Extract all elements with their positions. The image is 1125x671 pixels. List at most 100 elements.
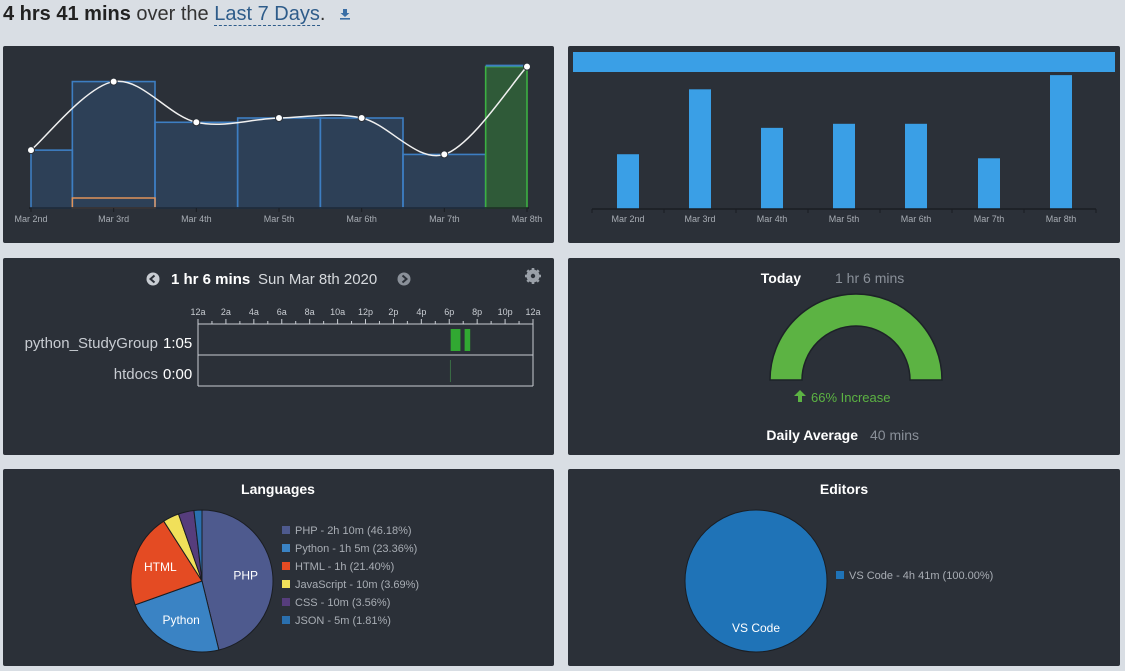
today-label: Today xyxy=(761,270,801,286)
legend-swatch xyxy=(282,562,290,570)
project-name[interactable]: python_StudyGroup xyxy=(25,335,158,352)
timeline-hour-label: 4p xyxy=(416,307,426,317)
bar-mar-2nd[interactable] xyxy=(617,154,639,209)
activity-point[interactable] xyxy=(27,146,35,155)
bar-mar-3rd[interactable] xyxy=(689,89,711,209)
download-icon[interactable] xyxy=(339,3,351,26)
legend-swatch xyxy=(282,526,290,534)
bar-chart-panel: Mar 2nd Mar 3rd Mar 4th Mar 5th Mar 6th Mar 7… xyxy=(568,46,1120,243)
pie-label: HTML xyxy=(144,560,177,574)
timeline-hour-label: 8p xyxy=(472,307,482,317)
change-text: 66% Increase xyxy=(811,390,891,405)
timeline-segment[interactable] xyxy=(464,329,471,351)
pie-slice-vs-code[interactable] xyxy=(684,509,828,653)
legend-item[interactable]: VS Code - 4h 41m (100.00%) xyxy=(849,570,993,582)
legend-item[interactable]: PHP - 2h 10m (46.18%) xyxy=(295,525,412,537)
languages-title: Languages xyxy=(241,481,315,497)
daily-timeline-panel: 1 hr 6 mins Sun Mar 8th 2020 12a 2a 4a 6a 8a… xyxy=(3,258,554,455)
timeline-hour-label: 2a xyxy=(221,307,231,317)
legend-swatch xyxy=(282,616,290,624)
timeline-hour-label: 10p xyxy=(498,307,513,317)
editors-panel: Editors VS Code VS Code - 4h 41m (100.00… xyxy=(568,469,1120,666)
editors-pie-chart[interactable]: Editors VS Code VS Code - 4h 41m (100.00… xyxy=(568,469,1120,666)
pie-slice-json[interactable] xyxy=(193,509,203,582)
date-range-selector[interactable]: Last 7 Days xyxy=(214,3,320,26)
legend-item[interactable]: HTML - 1h (21.40%) xyxy=(295,561,394,573)
languages-pie-chart[interactable]: Languages PHP Python HTML PHP - 2h 10m (46… xyxy=(3,469,554,666)
header-period: . xyxy=(319,3,326,25)
activity-tick-label: Mar 5th xyxy=(264,214,295,224)
activity-chart-panel: Mar 2nd Mar 3rd Mar 4th Mar 5th Mar 6th Mar 7… xyxy=(3,46,554,243)
pie-label: PHP xyxy=(233,569,258,583)
gauge-fill xyxy=(769,293,943,381)
project-time: 1:05 xyxy=(163,335,192,352)
daily-timeline: 1 hr 6 mins Sun Mar 8th 2020 12a 2a 4a 6a 8a… xyxy=(25,268,541,387)
timeline-hour-label: 8a xyxy=(305,307,315,317)
legend-item[interactable]: JSON - 5m (1.81%) xyxy=(295,615,391,627)
prev-day-button[interactable] xyxy=(146,272,160,286)
timeline-hour-label: 12p xyxy=(358,307,373,317)
header-text: over the xyxy=(136,3,209,25)
activity-point[interactable] xyxy=(109,77,118,86)
summary-header: 4 hrs 41 mins over the Last 7 Days. xyxy=(3,3,351,29)
timeline-hour-label: 6p xyxy=(444,307,454,317)
daily-average-value: 40 mins xyxy=(870,427,919,443)
bar-tick-label: Mar 3rd xyxy=(684,214,715,224)
bar-chart-header-bar xyxy=(573,52,1115,72)
today-panel: Today 1 hr 6 mins 66% Increase Daily Ave… xyxy=(568,258,1120,455)
activity-tick-label: Mar 7th xyxy=(429,214,460,224)
languages-panel: Languages PHP Python HTML PHP - 2h 10m (46… xyxy=(3,469,554,666)
legend-item[interactable]: Python - 1h 5m (23.36%) xyxy=(295,543,417,555)
activity-point[interactable] xyxy=(192,118,201,127)
bar-tick-label: Mar 4th xyxy=(757,214,788,224)
increase-indicator: 66% Increase xyxy=(794,390,891,405)
pie-slice-html[interactable] xyxy=(130,520,203,606)
timeline-hour-label: 10a xyxy=(330,307,345,317)
activity-point[interactable] xyxy=(275,114,283,122)
timeline-project-row: python_StudyGroup 1:05 xyxy=(25,329,471,352)
area-fill xyxy=(31,66,527,208)
activity-point[interactable] xyxy=(440,150,449,159)
activity-chart[interactable]: Mar 2nd Mar 3rd Mar 4th Mar 5th Mar 6th Mar 7… xyxy=(3,46,554,243)
bar-tick-label: Mar 8th xyxy=(1046,214,1077,224)
bar-mar-8th[interactable] xyxy=(1050,75,1072,209)
timeline-hour-label: 4a xyxy=(249,307,259,317)
activity-tick-label: Mar 4th xyxy=(181,214,212,224)
activity-tick-label: Mar 8th xyxy=(512,214,543,224)
bar-tick-label: Mar 6th xyxy=(901,214,932,224)
legend-swatch xyxy=(282,580,290,588)
project-time: 0:00 xyxy=(163,366,192,383)
timeline-segment[interactable] xyxy=(449,360,451,382)
activity-point[interactable] xyxy=(357,114,366,122)
pie-slice-python[interactable] xyxy=(134,580,220,653)
bar-mar-4th[interactable] xyxy=(761,127,783,209)
timeline-hour-label: 12a xyxy=(190,307,205,317)
activity-point[interactable] xyxy=(523,62,531,71)
bar-tick-label: Mar 7th xyxy=(974,214,1005,224)
activity-tick-label: Mar 3rd xyxy=(98,214,129,224)
day-date: Sun Mar 8th 2020 xyxy=(258,271,377,288)
bar-mar-5th[interactable] xyxy=(833,123,855,209)
bar-tick-label: Mar 5th xyxy=(829,214,860,224)
settings-icon[interactable] xyxy=(525,268,541,284)
legend-swatch xyxy=(836,571,844,579)
legend-swatch xyxy=(282,598,290,606)
timeline-segment[interactable] xyxy=(450,329,461,351)
day-duration: 1 hr 6 mins xyxy=(171,271,250,288)
next-day-button[interactable] xyxy=(397,272,411,286)
pie-label: VS Code xyxy=(732,621,780,635)
activity-tick-label: Mar 6th xyxy=(346,214,377,224)
pie-slice-php[interactable] xyxy=(201,509,274,651)
arrow-up-icon xyxy=(794,390,806,402)
legend-item[interactable]: JavaScript - 10m (3.69%) xyxy=(295,579,419,591)
timeline-project-row: htdocs 0:00 xyxy=(114,360,451,383)
project-name[interactable]: htdocs xyxy=(114,366,158,383)
today-value: 1 hr 6 mins xyxy=(835,270,904,286)
legend-swatch xyxy=(282,544,290,552)
legend-item[interactable]: CSS - 10m (3.56%) xyxy=(295,597,390,609)
bar-mar-7th[interactable] xyxy=(978,158,1000,209)
daily-bar-chart[interactable]: Mar 2nd Mar 3rd Mar 4th Mar 5th Mar 6th Mar 7… xyxy=(568,46,1120,243)
today-gauge: Today 1 hr 6 mins 66% Increase Daily Ave… xyxy=(761,270,943,443)
bar-mar-6th[interactable] xyxy=(905,123,927,209)
timeline-hour-label: 2p xyxy=(388,307,398,317)
